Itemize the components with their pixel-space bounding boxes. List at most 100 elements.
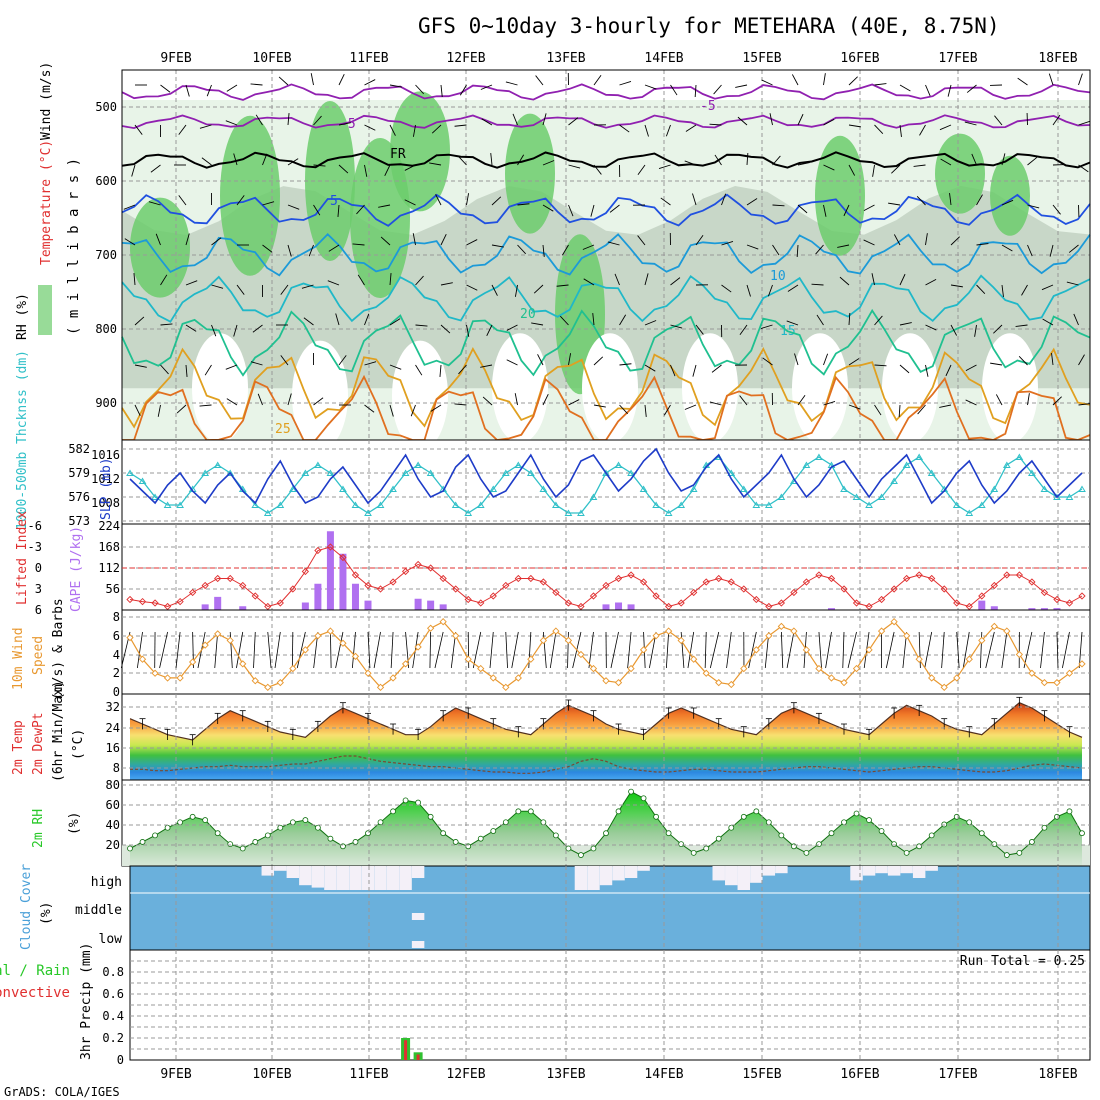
rh-marker-8: [227, 841, 234, 848]
upper-barb-261: [974, 324, 977, 337]
wind-barb-69: [985, 631, 995, 669]
upper-barb-341: [1078, 403, 1091, 406]
upper-barb-211: [670, 277, 681, 286]
thickness-tick-1: 579: [68, 466, 90, 480]
rh-marker-9: [239, 845, 246, 852]
upper-barb-43: [255, 114, 263, 126]
upper-barb-65: [823, 118, 835, 126]
cloud-high-bar-47: [712, 866, 725, 881]
wind-marker-8: [226, 636, 234, 645]
wind-marker-4: [176, 674, 184, 682]
upper-barb-121: [313, 204, 321, 216]
cape-bar-56: [827, 608, 835, 610]
li-marker-62: [902, 574, 911, 583]
upper-barb-180: [837, 244, 850, 248]
thickness-marker-28: [476, 501, 485, 508]
wind-marker-30: [502, 683, 510, 691]
upper-barb-48: [389, 124, 396, 136]
wind-barb-16: [330, 631, 332, 669]
li-marker-20: [376, 585, 385, 593]
wind-marker-13: [289, 664, 297, 673]
upper-barb-337: [965, 399, 977, 406]
thickness-marker-36: [577, 509, 585, 516]
li-marker-53: [790, 588, 798, 597]
li-marker-23: [414, 560, 422, 569]
contour-label-7: 25: [275, 422, 291, 437]
wind-barb-25: [434, 631, 444, 669]
thickness-tick-3: 573: [68, 514, 90, 528]
wind-barb-43: [665, 631, 670, 669]
rh-marker-61: [891, 841, 898, 848]
rh-marker-50: [753, 808, 760, 815]
thickness-marker-59: [865, 501, 873, 508]
wind-barb-57: [842, 631, 845, 669]
cloud-high-bar-22: [399, 866, 412, 890]
wind-barb-63: [918, 631, 921, 669]
date-bottom-6: 15FEB: [742, 1067, 781, 1082]
rh-marker-6: [202, 817, 209, 823]
li-marker-47: [715, 574, 723, 583]
date-top-8: 17FEB: [938, 51, 977, 66]
upper-barb-316: [430, 404, 442, 412]
thickness-marker-63: [915, 453, 924, 460]
thickness-marker-39: [614, 461, 623, 468]
wind-marker-42: [652, 632, 660, 640]
li-marker-34: [552, 588, 560, 597]
rh-marker-74: [1054, 813, 1060, 820]
thickness-marker-41: [639, 485, 648, 492]
upper-barb-311: [313, 397, 324, 406]
wind-barb-9: [236, 631, 244, 669]
rh-marker-76: [1079, 830, 1085, 837]
chart-title: GFS 0~10day 3-hourly for METEHARA (40E, …: [418, 14, 1000, 38]
li-tick-1: -3: [28, 540, 42, 554]
upper-barb-182: [893, 234, 901, 246]
wind-panel: 8 6 4 2 0 10m Wind Speed (m/s) & Barbs: [11, 598, 1091, 700]
precip-tick-3: 0.2: [102, 1031, 124, 1045]
wind-label: Wind (m/s): [39, 62, 54, 140]
upper-barb-252: [739, 324, 748, 335]
li-marker-69: [990, 581, 998, 590]
upper-barb-19: [619, 81, 632, 86]
upper-tick-2: 700: [95, 248, 117, 262]
rh-marker-32: [527, 808, 534, 815]
dewpoint-line: [130, 755, 1083, 774]
upper-barb-338: [995, 394, 1003, 406]
upper-barb-325: [663, 404, 671, 416]
wind-marker-62: [902, 632, 911, 640]
upper-barb-54: [542, 113, 547, 126]
upper-barb-57: [619, 124, 630, 133]
li-marker-70: [1003, 571, 1011, 579]
thickness-marker-37: [589, 493, 598, 500]
upper-barb-132: [590, 204, 595, 217]
wind-marker-75: [1065, 669, 1074, 677]
upper-barb-313: [364, 404, 375, 413]
upper-barb-249: [670, 324, 683, 329]
thickness-marker-55: [815, 453, 823, 460]
thickness-marker-43: [664, 509, 673, 516]
upper-barb-187: [1027, 244, 1033, 257]
wind-marker-6: [201, 641, 209, 649]
rh-marker-35: [565, 845, 572, 852]
cape-li-panel: -6 -3 0 3 6 224 168 112 56 Lifted Index CAPE (J/…: [15, 511, 1091, 617]
upper-barb-209: [614, 273, 620, 286]
cloud-high-bar-16: [324, 866, 337, 890]
cloud-high-bar-21: [386, 866, 400, 890]
upper-barb-148: [1001, 199, 1014, 206]
upper-barb-243: [506, 324, 518, 331]
slp-label: SLP (mb): [99, 457, 114, 520]
date-bottom-4: 13FEB: [546, 1067, 585, 1082]
rh-marker-13: [289, 819, 296, 826]
wind-marker-35: [564, 636, 573, 645]
upper-barb-288: [692, 364, 697, 377]
cape-bar-7: [214, 596, 222, 610]
precip-tick-0: 0.8: [102, 965, 124, 979]
thickness-marker-31: [514, 461, 523, 468]
wind-barb-75: [1062, 631, 1070, 669]
wind-barb-37: [588, 631, 594, 669]
upper-barb-171: [607, 241, 620, 246]
wind-barb-74: [1056, 631, 1059, 669]
li-marker-68: [978, 592, 986, 600]
upper-barb-45: [313, 115, 322, 126]
rh-marker-73: [1041, 824, 1048, 831]
wind-marker-2: [151, 669, 159, 677]
